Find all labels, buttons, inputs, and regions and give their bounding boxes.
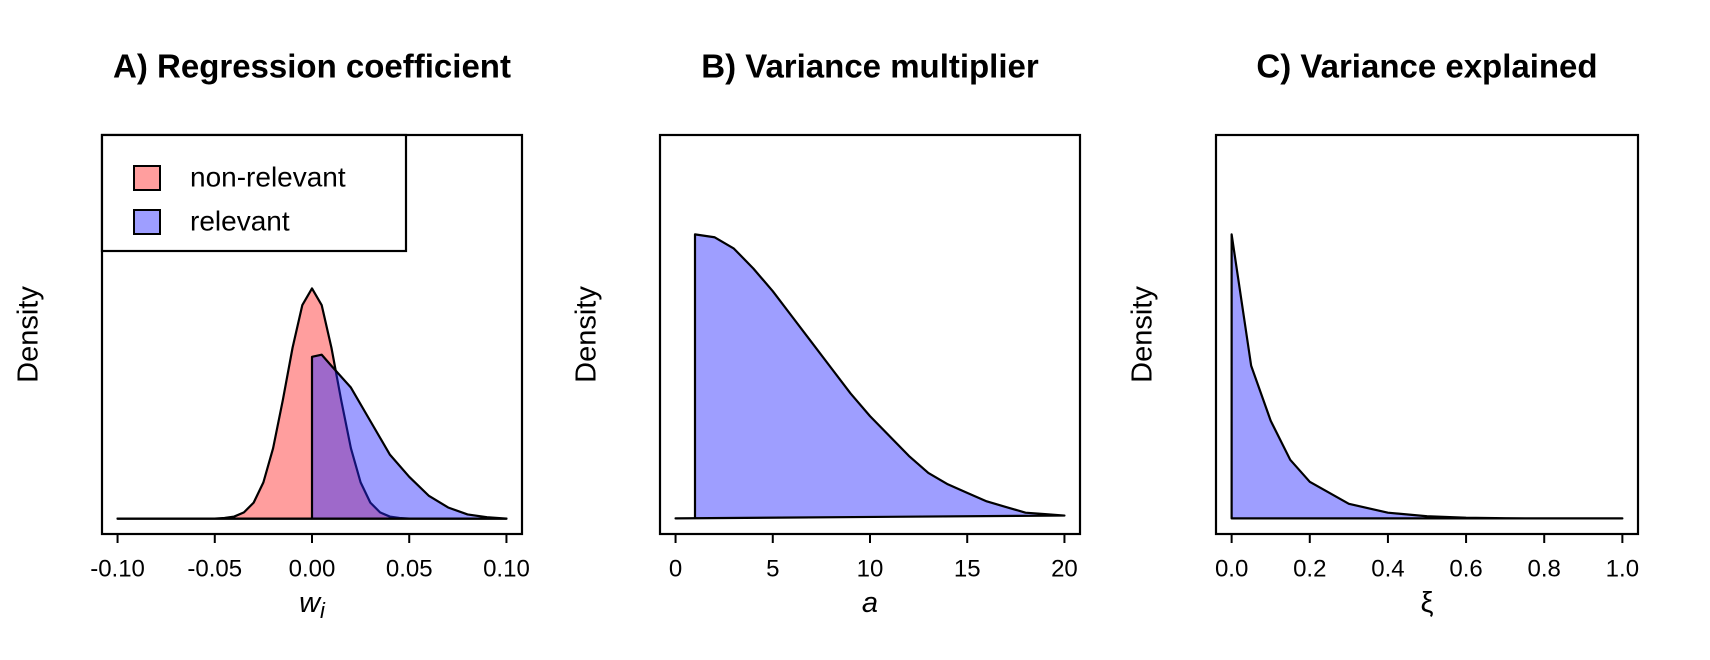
legend-label: non-relevant [190,161,346,192]
x-label-text: ξ [1421,587,1434,619]
legend-label: relevant [190,205,290,236]
x-tick-label: 0.2 [1293,555,1326,582]
x-tick-label: 5 [766,555,779,582]
x-tick-label: 0 [669,555,682,582]
legend-swatch [134,210,160,234]
density-area [116,353,508,520]
x-label-text: a [862,587,878,619]
panel-title: C) Variance explained [1256,48,1597,85]
x-tick-label: 0.0 [1215,555,1248,582]
x-tick-label: 0.00 [289,555,336,582]
x-tick-label: 0.10 [483,555,530,582]
panel-title: A) Regression coefficient [113,48,511,85]
x-axis-label: a [862,587,878,619]
x-tick-label: -0.05 [187,555,242,582]
x-tick-label: 1.0 [1606,555,1639,582]
y-axis-label: Density [1127,286,1159,383]
x-axis-label: wi [299,587,326,623]
x-tick-label: 0.6 [1449,555,1482,582]
x-tick-label: 0.4 [1371,555,1404,582]
x-tick-label: 0.05 [386,555,433,582]
legend-swatch [134,166,160,190]
y-axis-label: Density [13,286,45,383]
x-label-subscript: i [320,598,326,623]
legend-swatch [133,209,161,235]
density-area [1230,233,1624,520]
x-tick-label: -0.10 [90,555,145,582]
x-tick-label: 20 [1051,555,1078,582]
x-tick-label: 15 [954,555,981,582]
legend-swatch [133,165,161,191]
x-label-text: w [299,587,322,619]
density-area [674,233,1066,520]
y-axis-label: Density [571,286,603,383]
x-tick-label: 10 [857,555,884,582]
x-tick-label: 0.8 [1528,555,1561,582]
panel-title: B) Variance multiplier [701,48,1039,85]
x-axis-label: ξ [1421,587,1434,619]
